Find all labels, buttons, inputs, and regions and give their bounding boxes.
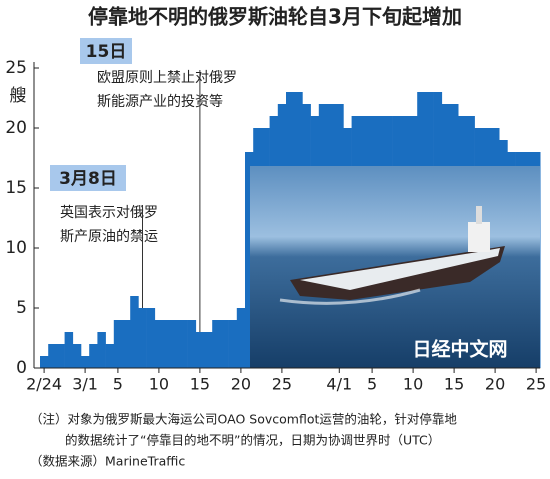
bar <box>195 332 205 368</box>
bar <box>187 320 197 368</box>
bar <box>64 332 74 368</box>
bar <box>228 320 238 368</box>
bar <box>245 152 254 368</box>
annotation-text: 斯产原油的禁运 <box>60 229 158 245</box>
bar <box>122 320 131 368</box>
watermark: 日经中文网 <box>412 338 507 361</box>
chart-title: 停靠地不明的俄罗斯油轮自3月下旬起增加 <box>88 5 462 29</box>
bar <box>163 320 172 368</box>
x-tick-label: 4/1 <box>326 375 352 394</box>
y-unit: 艘 <box>10 86 27 106</box>
x-tick-label: 25 <box>526 375 546 394</box>
x-tick-label: 5 <box>367 375 377 394</box>
x-tick-label: 3/1 <box>72 375 98 394</box>
annotation-date: 15日 <box>86 42 127 62</box>
x-tick-label: 2/24 <box>26 375 62 394</box>
x-tick-label: 5 <box>113 375 123 394</box>
y-tick-label: 0 <box>16 358 27 378</box>
bar <box>113 320 123 368</box>
bar <box>236 308 246 368</box>
bar <box>89 344 98 368</box>
y-tick-label: 10 <box>5 238 27 258</box>
annotation-text: 英国表示对俄罗 <box>60 204 158 221</box>
x-tick-label: 15 <box>190 375 210 394</box>
bar <box>56 344 65 368</box>
x-tick-label: 25 <box>272 375 292 394</box>
x-tick-label: 20 <box>485 375 505 394</box>
note: 的数据统计了“停靠目的地不明”的情况，日期为协调世界时（UTC） <box>65 433 440 448</box>
annotation-text: 欧盟原则上禁止对俄罗 <box>97 70 237 86</box>
bar <box>105 344 115 368</box>
bar <box>204 332 213 368</box>
bar <box>179 320 188 368</box>
bar <box>97 332 106 368</box>
bar <box>171 320 180 368</box>
bar <box>130 296 139 368</box>
bar <box>81 356 90 368</box>
x-tick-label: 15 <box>444 375 464 394</box>
x-tick-label: 10 <box>149 375 169 394</box>
note: （注）对象为俄罗斯最大海运公司OAO Sovcomflot运营的油轮，针对停靠地 <box>30 412 457 427</box>
x-tick-label: 10 <box>403 375 423 394</box>
photo <box>250 166 540 368</box>
bar <box>154 320 164 368</box>
bar <box>48 344 57 368</box>
bar <box>146 308 156 368</box>
y-tick-label: 15 <box>5 178 27 198</box>
annotation-box <box>50 165 126 191</box>
x-tick-label: 20 <box>231 375 251 394</box>
annotation-date: 3月8日 <box>59 169 117 189</box>
y-tick-label: 25 <box>5 58 27 78</box>
bar <box>40 356 49 368</box>
bar <box>212 320 221 368</box>
annotation-box <box>80 38 132 64</box>
bar <box>220 320 229 368</box>
bar <box>138 308 147 368</box>
annotation-text: 斯能源产业的投资等 <box>97 93 223 110</box>
y-tick-label: 20 <box>5 118 27 138</box>
bar <box>72 344 82 368</box>
y-tick-label: 5 <box>16 298 27 318</box>
note: （数据来源）MarineTraffic <box>30 454 185 469</box>
